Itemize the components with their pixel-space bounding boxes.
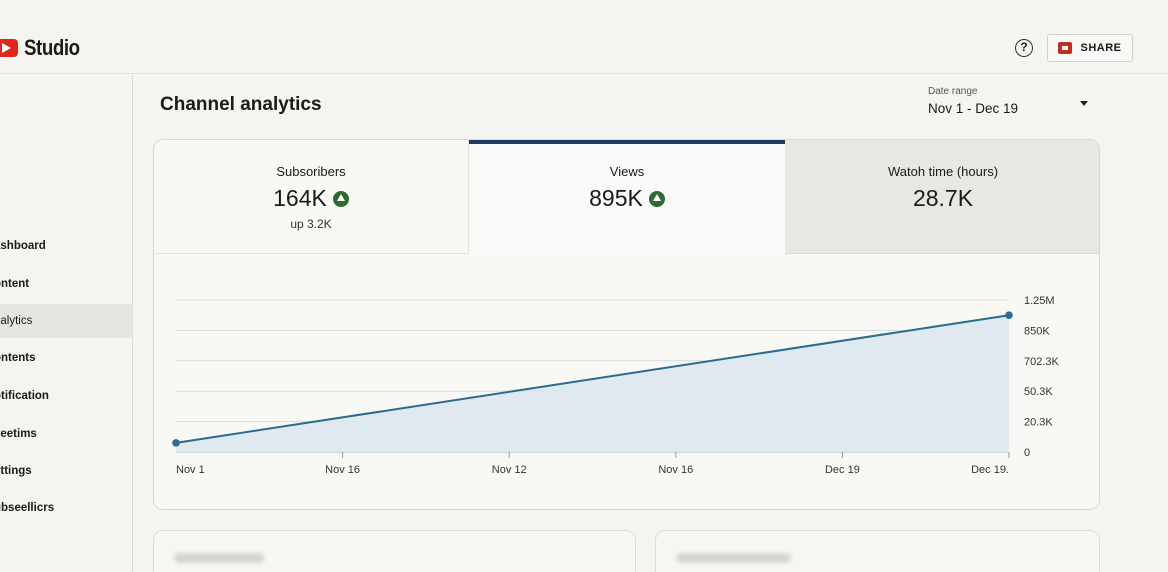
sidebar-item-label: ontent bbox=[0, 278, 30, 290]
subscribers-card bbox=[153, 530, 636, 572]
series-line bbox=[175, 314, 1010, 444]
x-tick-label: Dec 19 bbox=[825, 464, 860, 476]
y-axis-ticks: 1.25M 850K 702.3K 50.3K 20.3K 0 bbox=[1024, 295, 1060, 459]
metric-label: Watoh time (hours) bbox=[887, 164, 999, 179]
x-tick-label: Nov 16 bbox=[658, 464, 693, 476]
blurred-title bbox=[676, 553, 791, 563]
logo-text: Studio bbox=[24, 35, 80, 60]
tab-views[interactable]: Views 895K bbox=[469, 140, 785, 254]
sidebar-item-label: nalytics bbox=[0, 315, 33, 327]
date-range-select[interactable]: Date range Nov 1 - Dec 19 bbox=[928, 86, 1018, 116]
metric-value: 28.7K bbox=[913, 185, 973, 212]
secondary-card bbox=[655, 530, 1100, 572]
series-point bbox=[1005, 311, 1013, 319]
series-point bbox=[172, 439, 180, 447]
x-tick-label: Nov 1 bbox=[176, 464, 205, 476]
sidebar-item-contents[interactable]: ontents bbox=[0, 341, 133, 375]
blurred-title bbox=[174, 553, 264, 563]
sidebar-item-label: ontents bbox=[0, 352, 36, 364]
top-bar: Studio ? SHARE bbox=[0, 0, 1168, 74]
metric-value-text: 164K bbox=[273, 185, 327, 211]
y-tick-label: 702.3K bbox=[1024, 356, 1060, 368]
sidebar-item-label: veetims bbox=[0, 428, 37, 440]
x-axis-ticks: Nov 1 Nov 16 Nov 12 Nov 16 Dec 19 Dec 19. bbox=[176, 452, 1010, 476]
sidebar: ashboard ontent nalytics ontents otifica… bbox=[0, 75, 133, 572]
sidebar-item-dashboard[interactable]: ashboard bbox=[0, 229, 133, 263]
share-label: SHARE bbox=[1080, 42, 1122, 54]
y-tick-label: 50.3K bbox=[1024, 386, 1053, 398]
series-area bbox=[176, 315, 1009, 452]
metric-value: 895K bbox=[589, 185, 665, 212]
chart-area-group bbox=[172, 311, 1013, 452]
trend-up-icon bbox=[648, 190, 665, 207]
trend-up-icon bbox=[332, 190, 349, 207]
share-icon bbox=[1058, 42, 1073, 54]
x-tick-label: Nov 12 bbox=[492, 464, 527, 476]
metric-label: Views bbox=[609, 164, 645, 179]
metric-change: up 3.2K bbox=[290, 217, 332, 231]
share-button[interactable]: SHARE bbox=[1047, 34, 1133, 62]
sidebar-item-veetims[interactable]: veetims bbox=[0, 417, 133, 451]
metric-value-text: 28.7K bbox=[912, 185, 974, 211]
metric-label: Subsoribers bbox=[276, 164, 346, 179]
tab-watch-time[interactable]: Watoh time (hours) 28.7K bbox=[785, 140, 1099, 254]
studio-logo[interactable]: Studio bbox=[0, 35, 89, 61]
sidebar-item-label: ubseellicrs bbox=[0, 502, 55, 514]
y-tick-label: 0 bbox=[1024, 447, 1030, 459]
date-range-value: Nov 1 - Dec 19 bbox=[928, 101, 1019, 116]
metric-value: 164K bbox=[273, 185, 349, 212]
page-title: Channel analytics bbox=[160, 94, 322, 115]
sidebar-item-label: ettings bbox=[0, 465, 32, 477]
dropdown-arrow-icon[interactable] bbox=[1080, 101, 1088, 106]
y-tick-label: 20.3K bbox=[1024, 417, 1053, 429]
sidebar-item-label: ashboard bbox=[0, 240, 46, 252]
sidebar-item-content[interactable]: ontent bbox=[0, 267, 133, 301]
analytics-card: Subsoribers 164K up 3.2K Views 895K Wato… bbox=[153, 139, 1100, 510]
tab-subscribers[interactable]: Subsoribers 164K up 3.2K bbox=[154, 140, 469, 254]
x-tick-label: Dec 19. bbox=[971, 464, 1009, 476]
youtube-play-icon bbox=[0, 39, 18, 57]
help-icon[interactable]: ? bbox=[1015, 39, 1033, 57]
sidebar-item-analytics[interactable]: nalytics bbox=[0, 304, 133, 338]
x-tick-label: Nov 16 bbox=[325, 464, 360, 476]
date-range-label: Date range bbox=[928, 86, 978, 97]
sidebar-item-settings[interactable]: ettings bbox=[0, 454, 133, 488]
sidebar-item-label: otification bbox=[0, 390, 49, 402]
metric-value-text: 895K bbox=[589, 185, 643, 211]
y-tick-label: 850K bbox=[1024, 325, 1050, 337]
sidebar-item-subscribers[interactable]: ubseellicrs bbox=[0, 491, 133, 525]
sidebar-item-notification[interactable]: otification bbox=[0, 379, 133, 413]
y-tick-label: 1.25M bbox=[1024, 295, 1055, 307]
